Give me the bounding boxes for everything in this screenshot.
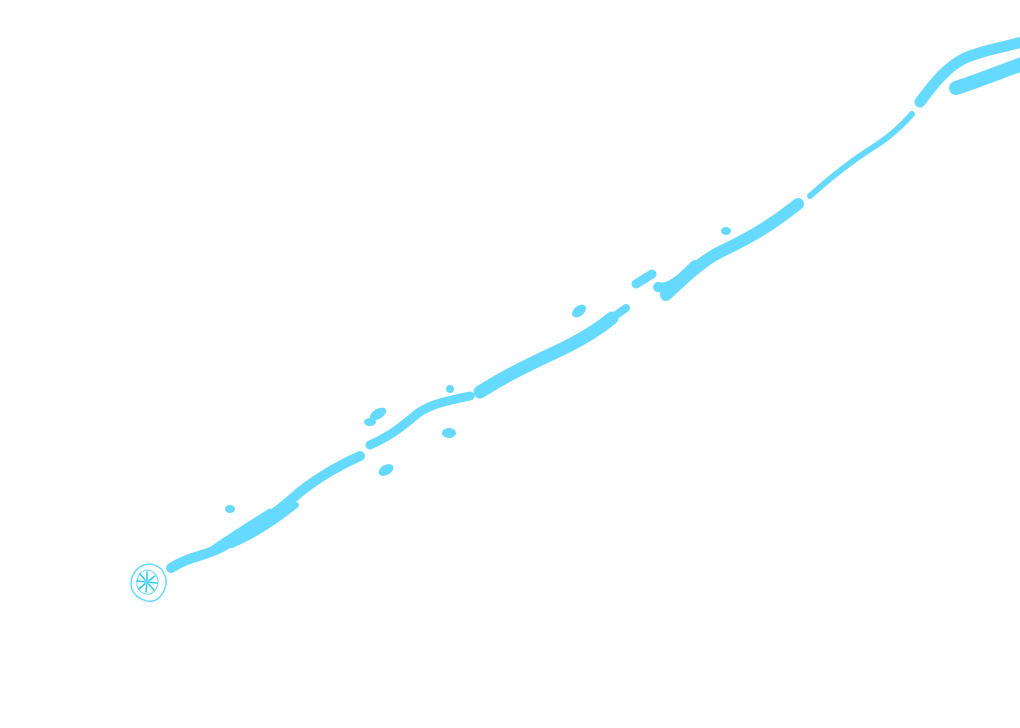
streak-segment <box>660 198 804 301</box>
splash-core <box>144 579 150 585</box>
streak-segment <box>229 502 299 548</box>
water-streak <box>166 36 1020 573</box>
streak-segment <box>631 269 657 289</box>
droplet <box>446 385 454 393</box>
streak-segment <box>807 111 915 199</box>
streak-segment <box>201 508 274 559</box>
streak-segment <box>166 451 365 573</box>
droplet <box>225 505 235 513</box>
impact-splash-icon <box>130 563 167 603</box>
droplet <box>572 304 586 318</box>
droplet <box>721 227 731 235</box>
splash-outline <box>130 563 167 603</box>
streak-segment <box>501 326 600 384</box>
streak-segment <box>608 304 630 322</box>
splash-inner <box>136 569 159 595</box>
streak-segment <box>914 36 1020 108</box>
droplet <box>378 464 394 476</box>
droplet <box>369 407 387 421</box>
streak-segment <box>949 57 1020 95</box>
droplet <box>442 428 456 438</box>
streak-segment <box>365 391 475 450</box>
water-droplets <box>225 227 731 513</box>
droplet <box>364 418 376 426</box>
